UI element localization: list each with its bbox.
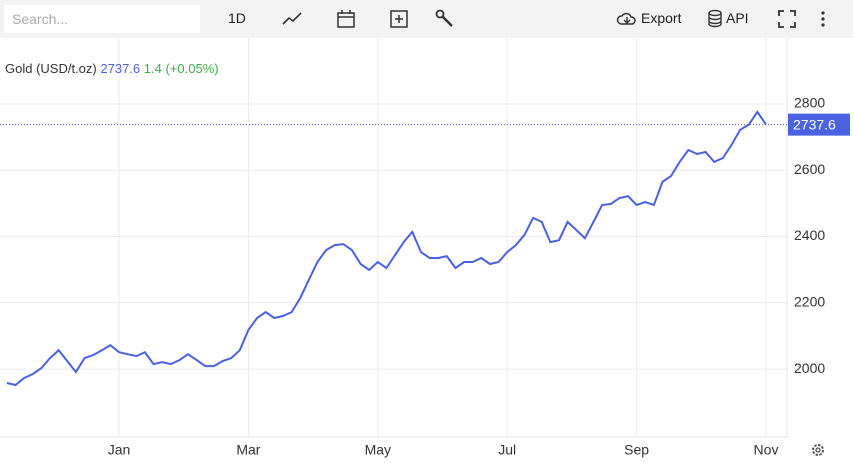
api-button[interactable]: API [726, 10, 749, 26]
chart: Gold (USD/t.oz) 2737.6 1.4 (+0.05%) Jan M… [0, 38, 850, 458]
legend: Gold (USD/t.oz) 2737.6 1.4 (+0.05%) [5, 61, 219, 76]
y-tick-label: 2800 [794, 95, 825, 111]
x-tick-label: Nov [754, 442, 779, 458]
api-icon[interactable] [706, 9, 726, 29]
last-price-label: 2737.6 [793, 116, 836, 132]
x-tick-label: Mar [236, 442, 260, 458]
x-tick-label: May [365, 442, 391, 458]
x-tick-label: Jul [498, 442, 516, 458]
fullscreen-icon[interactable] [777, 9, 797, 29]
price-line [6, 110, 767, 387]
menu-icon[interactable] [815, 9, 831, 29]
settings-icon[interactable] [435, 9, 457, 29]
y-tick-label: 2400 [794, 227, 825, 243]
export-icon[interactable] [616, 9, 638, 29]
change-pct: (+0.05%) [165, 61, 218, 76]
line-icon[interactable] [281, 9, 303, 29]
change: 1.4 [144, 61, 162, 76]
last-price-tag [788, 113, 850, 136]
gear-icon[interactable] [812, 444, 824, 456]
price: 2737.6 [100, 61, 140, 76]
toolbar: Search... 1D Export API [0, 0, 853, 38]
y-tick-label: 2200 [794, 293, 825, 309]
calendar-icon[interactable] [336, 9, 358, 29]
search-box[interactable]: Search... [4, 5, 200, 33]
x-tick-label: Jan [108, 442, 131, 458]
export-button[interactable]: Export [641, 10, 682, 26]
y-tick-label: 2000 [794, 360, 825, 376]
y-tick-label: 2600 [794, 161, 825, 177]
x-tick-label: Sep [624, 442, 649, 458]
add-icon[interactable] [389, 9, 411, 29]
instrument-name: Gold (USD/t.oz) [5, 61, 97, 76]
instrument-name: Gold (USD/t.oz) 2737.6 1.4 (+0.05%) [5, 61, 219, 76]
interval-button[interactable]: 1D [228, 10, 246, 26]
